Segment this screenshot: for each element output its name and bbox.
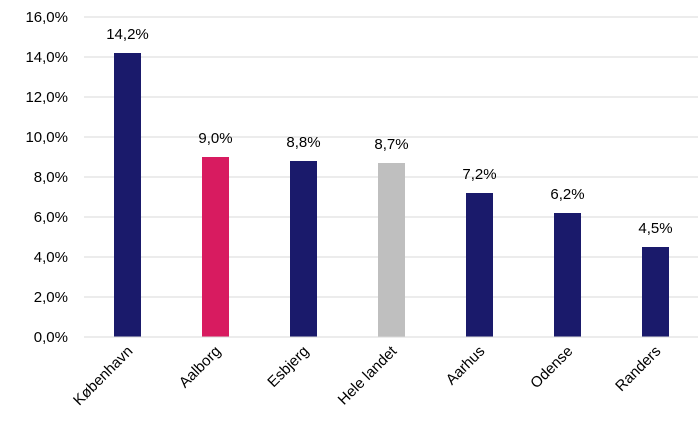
y-tick-label: 8,0%: [34, 169, 68, 186]
x-tick-label: Aalborg: [176, 343, 225, 392]
data-label: 14,2%: [106, 26, 149, 43]
x-tick-label: Aarhus: [443, 343, 489, 389]
y-tick-label: 12,0%: [25, 89, 68, 106]
data-label: 4,5%: [638, 220, 672, 237]
y-tick-label: 2,0%: [34, 289, 68, 306]
y-tick-label: 0,0%: [34, 329, 68, 346]
x-tick-label: Esbjerg: [264, 343, 312, 391]
data-label: 8,8%: [286, 134, 320, 151]
y-tick-label: 10,0%: [25, 129, 68, 146]
bar-aarhus: [466, 193, 493, 337]
data-label: 6,2%: [550, 186, 584, 203]
bar-aalborg: [202, 157, 229, 337]
bar-odense: [554, 213, 581, 337]
x-tick-label: København: [70, 343, 136, 409]
data-label: 7,2%: [462, 166, 496, 183]
x-tick-label: Odense: [527, 343, 576, 392]
y-tick-label: 16,0%: [25, 9, 68, 26]
bar-randers: [642, 247, 669, 337]
y-tick-label: 6,0%: [34, 209, 68, 226]
bar-esbjerg: [290, 161, 317, 337]
y-tick-label: 4,0%: [34, 249, 68, 266]
x-tick-label: Randers: [612, 343, 664, 395]
bar-hele-landet: [378, 163, 405, 337]
x-tick-label: Hele landet: [335, 342, 401, 408]
data-label: 8,7%: [374, 136, 408, 153]
data-label: 9,0%: [198, 130, 232, 147]
bar-københavn: [114, 53, 141, 337]
y-tick-label: 14,0%: [25, 49, 68, 66]
